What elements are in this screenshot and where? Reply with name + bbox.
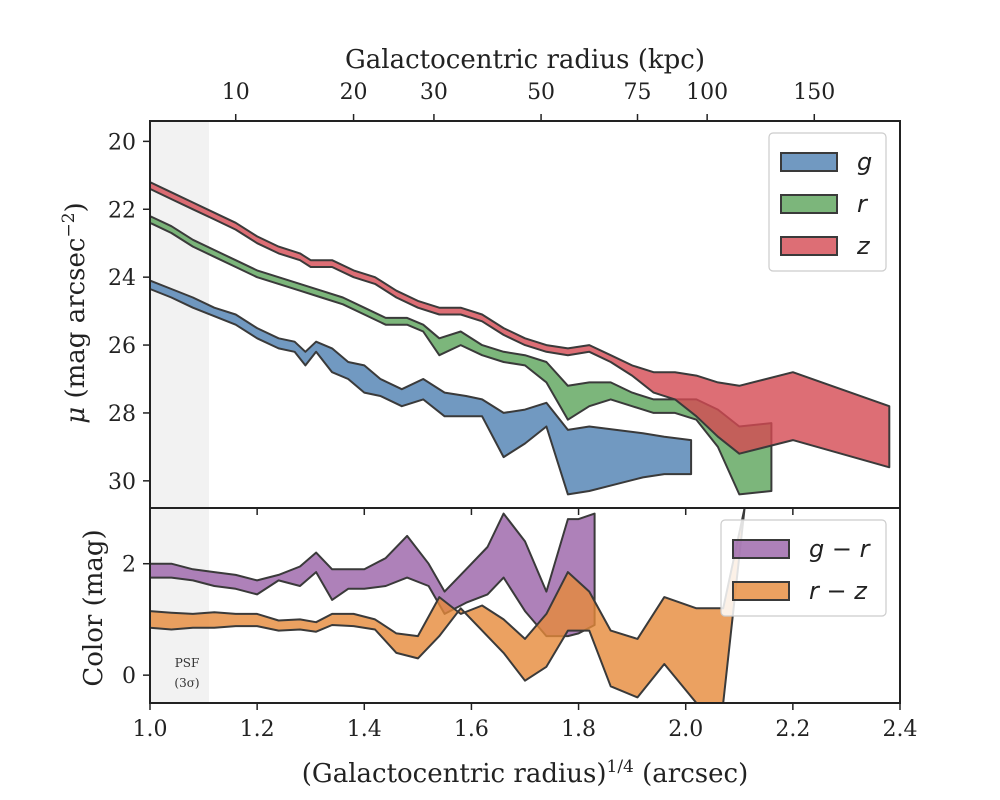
x-tick-label: 1.0 (133, 717, 168, 742)
mu-y-tick-label: 28 (108, 402, 136, 427)
legend-swatch (780, 152, 838, 172)
band-g (149, 279, 693, 496)
color-bands (149, 507, 746, 704)
legend-label: r − z (809, 577, 868, 605)
x-tick-label: 2.0 (668, 717, 703, 742)
legend-swatch (780, 236, 838, 256)
kpc-axis-ticks: 10 20 30 50 75 100 150 (222, 80, 835, 121)
kpc-tick-label: 30 (420, 80, 448, 105)
psf-label: PSF (175, 656, 200, 670)
x-tick-label: 1.8 (561, 717, 596, 742)
legend-swatch (732, 539, 790, 559)
kpc-tick-label: 20 (340, 80, 368, 105)
color-panel: 02 1.0 1.2 1.4 1.6 1.8 2.0 2.2 2.4 PSF (3σ) Col… (79, 507, 918, 789)
mu-axis-title: μ (mag arcsec−2) (59, 202, 91, 423)
x-axis-ticks: 1.0 1.2 1.4 1.6 1.8 2.0 2.2 2.4 (133, 703, 918, 742)
band-z (149, 181, 891, 469)
psf-shaded-region-color (150, 508, 209, 703)
color-axis-title: Color (mag) (79, 529, 109, 686)
legend-label: g (857, 148, 872, 176)
x-tick-label: 1.6 (454, 717, 489, 742)
psf-shaded-region (150, 121, 209, 508)
top-panel-x-ticks (149, 508, 901, 515)
mu-y-tick-label: 20 (108, 130, 136, 155)
legend-label: r (857, 190, 869, 218)
color-panel-frame (149, 507, 901, 704)
surface-brightness-bands (149, 181, 891, 496)
mu-y-tick-label: 22 (108, 198, 136, 223)
x-axis-title: (Galactocentric radius)1/4 (arcsec) (302, 757, 748, 789)
legend-swatch (732, 581, 790, 601)
mu-y-tick-label: 26 (108, 334, 136, 359)
mu-y-tick-label: 30 (108, 470, 136, 495)
kpc-tick-label: 50 (527, 80, 555, 105)
color-panel-legend: g − r r − z (720, 519, 887, 617)
top-panel-y-ticks: 20 22 24 26 28 30 (108, 130, 150, 495)
legend-label: z (856, 232, 871, 260)
band-r (149, 215, 773, 496)
x-tick-label: 2.2 (775, 717, 810, 742)
x-tick-label: 1.4 (347, 717, 382, 742)
x-tick-label: 2.4 (883, 717, 918, 742)
psf-sigma-label: (3σ) (174, 676, 199, 690)
surface-brightness-panel: 20 22 24 26 28 30 10 20 30 50 75 100 150 Galactocen… (59, 45, 901, 515)
color-y-tick-label: 0 (122, 664, 136, 689)
kpc-tick-label: 150 (793, 80, 835, 105)
color-panel-y-ticks: 02 (122, 553, 150, 689)
kpc-tick-label: 75 (624, 80, 652, 105)
kpc-tick-label: 10 (222, 80, 250, 105)
kpc-tick-label: 100 (686, 80, 728, 105)
top-panel-legend: grz (768, 132, 887, 272)
band-rz (149, 507, 746, 704)
legend-swatch (780, 194, 838, 214)
color-y-tick-label: 2 (122, 553, 136, 578)
mu-y-tick-label: 24 (108, 266, 136, 291)
kpc-axis-title: Galactocentric radius (kpc) (345, 45, 705, 75)
legend-label: g − r (809, 535, 872, 563)
x-tick-label: 1.2 (240, 717, 275, 742)
